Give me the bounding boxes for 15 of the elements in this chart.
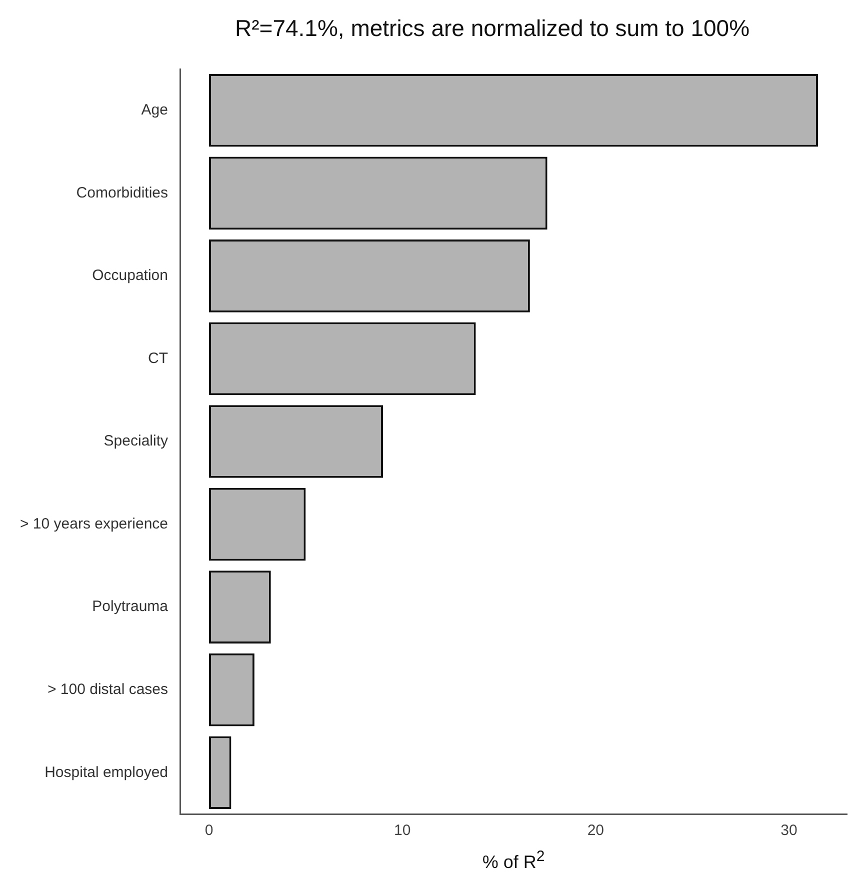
x-tick-label: 30: [780, 822, 798, 840]
y-tick-label: Speciality: [104, 432, 168, 450]
y-tick-label: Comorbidities: [76, 184, 168, 202]
y-tick-label: Age: [141, 102, 168, 119]
y-tick-label: > 10 years experience: [20, 515, 168, 532]
y-tick-label: > 100 distal cases: [48, 680, 168, 698]
y-tick-label: Polytrauma: [92, 598, 169, 616]
x-tick-label: 0: [204, 822, 214, 840]
x-tick-label: 20: [587, 822, 604, 840]
chart-title: R²=74.1%, metrics are normalized to sum to 100%: [234, 14, 751, 43]
y-tick-label: CT: [148, 350, 168, 367]
y-tick-label: Hospital employed: [44, 764, 168, 781]
x-axis-title: % of R$^{2}$: [482, 848, 545, 873]
y-tick-label: Occupation: [92, 267, 168, 284]
x-tick-label: 10: [394, 822, 411, 840]
